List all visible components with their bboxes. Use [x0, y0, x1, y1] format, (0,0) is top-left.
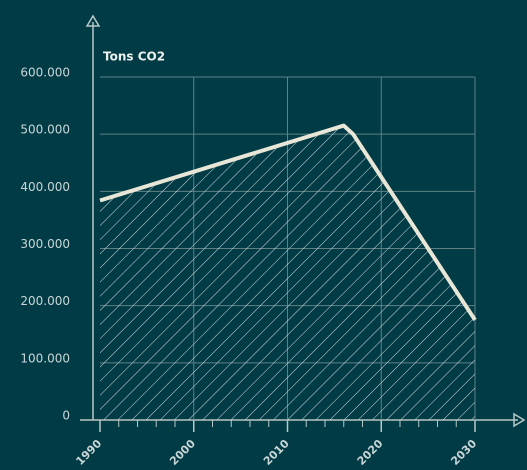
y-arrow [85, 14, 101, 27]
y-tick-label: 100.000 [20, 351, 70, 365]
x-tick-label: 2030 [448, 437, 479, 468]
y-tick-label: 300.000 [20, 237, 70, 251]
x-tick-label: 2020 [355, 437, 386, 468]
x-arrow [513, 412, 526, 428]
y-tick-label: 500.000 [20, 123, 70, 137]
y-tick-label: 600.000 [20, 66, 70, 80]
x-tick-label: 1990 [73, 437, 104, 468]
line [99, 123, 477, 322]
y-axis-label: Tons CO2 [103, 50, 165, 64]
x-tick-label: 2000 [167, 437, 198, 468]
y-tick-label: 400.000 [20, 180, 70, 194]
y-tick-label: 0 [62, 409, 70, 423]
y-tick-label: 200.000 [20, 294, 70, 308]
plot: 0 100.000 200.000 300.000 400.000 500.000 600.… [20, 66, 479, 468]
x-tick-label: 2010 [261, 437, 292, 468]
area [100, 125, 475, 420]
